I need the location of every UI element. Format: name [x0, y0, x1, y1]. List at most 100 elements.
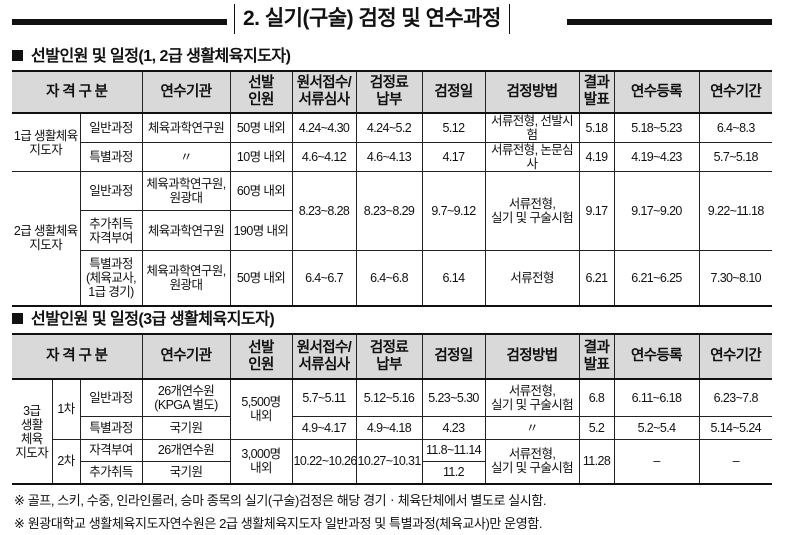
table-row: 1급 생활체육 지도자 일반과정 체육과학연구원 50명 내외 4.24~4.30 4.2…: [12, 112, 772, 172]
table-cell: 체육과학연구원: [141, 210, 231, 251]
table-cell: 50명 내외: [229, 250, 293, 306]
table-cell: 4.6~4.12: [291, 142, 357, 172]
table-row: 2차 자격부여 26개연수원 3,000명 내외 10.22~10.26 10.27~10…: [12, 438, 772, 485]
square-bullet-icon: [12, 50, 23, 61]
title-rule-right: [567, 19, 772, 25]
table-cell: 국기원: [141, 415, 231, 440]
table-cell: 60명 내외: [229, 171, 293, 211]
header-cell: 자 격 구 분: [12, 333, 143, 380]
table-cell: 6.21~6.25: [613, 250, 700, 306]
table-row: 추가취득 국기원 11.2: [12, 460, 772, 485]
table-cell: 6.23~7.8: [698, 378, 772, 417]
table-row: 2급 생활체육 지도자 일반과정 체육과학연구원, 원광대 60명 내외 8.23~8.…: [12, 171, 772, 306]
header-cell: 선발 인원: [229, 333, 293, 380]
table-cell: 5.18~5.23: [613, 112, 700, 143]
table-row: 3급 생활 체육 지도자 1차 일반과정 26개연수원 (KPGA 별도) 5,500명…: [12, 378, 772, 485]
table-cell: 일반과정: [79, 171, 143, 211]
table-cell: 6.11~6.18: [613, 378, 700, 417]
note-1: ※ 골프, 스키, 수중, 인라인롤러, 승마 종목의 실기(구술)검정은 해당…: [14, 493, 547, 508]
header-cell: 연수기간: [698, 70, 772, 114]
table-cell: 5.2: [578, 415, 615, 440]
title-rule-left: [12, 19, 227, 25]
table-cell: 6.4~8.3: [698, 112, 772, 143]
table-cell: 5.14~5.24: [698, 415, 772, 440]
table-cell: 서류전형, 논문심사: [484, 142, 580, 172]
table-cell: 서류전형, 실기 및 구술시험: [484, 171, 580, 251]
page-title-banner: 2. 실기(구술) 검정 및 연수과정: [12, 4, 772, 38]
table-cell: 4.24~5.2: [355, 112, 423, 143]
table-cell: 4.19~4.23: [613, 142, 700, 172]
header-cell: 원서접수/ 서류심사: [291, 333, 357, 380]
page-title: 2. 실기(구술) 검정 및 연수과정: [234, 4, 510, 34]
header-cell: 결과 발표: [578, 333, 615, 380]
table-cell: –: [698, 438, 772, 485]
table-row: 특별과정 〃 10명 내외 4.6~4.12 4.6~4.13 4.17 서류전형, 논문심…: [12, 142, 772, 172]
table-cell: 4.9~4.17: [291, 415, 357, 440]
table-cell: 서류전형, 실기 및 구술시험: [484, 438, 580, 485]
table-cell: 4.19: [578, 142, 615, 172]
table-cell: 6.8: [578, 378, 615, 417]
table-cell: 자격부여: [79, 438, 143, 462]
header-cell: 검정료 납부: [355, 333, 423, 380]
table-cell: 190명 내외: [229, 210, 292, 251]
table-cell: 추가취득: [80, 460, 143, 485]
table-cell: 9.17~9.20: [613, 171, 700, 251]
table-cell: 5.18: [578, 112, 615, 143]
table-cell: 〃: [141, 142, 231, 172]
table-cell: 5.12~5.16: [355, 378, 423, 417]
table-cell: 11.2: [421, 460, 485, 485]
table-cell: 5.7~5.11: [291, 378, 357, 417]
table-cell: 6.14: [421, 250, 486, 306]
square-bullet-icon: [12, 313, 23, 324]
table-cell: 2차: [52, 438, 81, 485]
table-cell: 4.24~4.30: [291, 112, 357, 143]
table-cell: 4.17: [421, 142, 486, 172]
schedule-table-grade-1-2: 자 격 구 분 연수기관 선발 인원 원서접수/ 서류심사 검정료 납부 검정일 검정방법 결…: [12, 70, 772, 307]
table-cell: 11.28: [578, 438, 615, 485]
section1-heading-text: 선발인원 및 일정(1, 2급 생활체육지도자): [31, 48, 291, 65]
header-cell: 연수기관: [141, 70, 231, 114]
table-header-row: 자 격 구 분 연수기관 선발 인원 원서접수/ 서류심사 검정료 납부 검정일 검정방법 결…: [12, 333, 772, 380]
table-cell: 〃: [484, 415, 580, 440]
table-cell: 2급 생활체육 지도자: [12, 171, 81, 306]
table-cell: 3급 생활 체육 지도자: [12, 378, 53, 485]
table-cell: 서류전형, 실기 및 구술시험: [484, 378, 580, 417]
header-cell: 연수등록: [613, 333, 700, 380]
table-cell: 5.2~5.4: [613, 415, 700, 440]
table-row: 특별과정 국기원 4.9~4.17 4.9~4.18 4.23 〃 5.2 5.2~5.4 5.…: [12, 415, 772, 440]
section2-heading-text: 선발인원 및 일정(3급 생활체육지도자): [31, 311, 275, 328]
header-cell: 검정일: [421, 333, 486, 380]
header-cell: 결과 발표: [578, 70, 615, 114]
table-cell: 5.7~5.18: [698, 142, 772, 172]
section2-heading: 선발인원 및 일정(3급 생활체육지도자): [12, 305, 275, 329]
table-cell: 4.23: [421, 415, 486, 440]
table-cell: 체육과학연구원, 원광대: [141, 250, 231, 306]
table-cell: 추가취득 자격부여: [80, 210, 143, 251]
table-cell: 4.6~4.13: [355, 142, 423, 172]
table-row: 특별과정 (체육교사, 1급 경기) 체육과학연구원, 원광대 50명 내외 6.4~…: [12, 250, 772, 306]
header-cell: 원서접수/ 서류심사: [291, 70, 357, 114]
header-cell: 검정료 납부: [355, 70, 423, 114]
table-cell: 1차: [51, 378, 81, 440]
header-cell: 연수기관: [141, 333, 231, 380]
table-cell: 특별과정 (체육교사, 1급 경기): [80, 250, 143, 306]
table-cell: 26개연수원 (KPGA 별도): [141, 378, 231, 417]
table-cell: 11.8~11.14: [421, 438, 486, 462]
table-cell: 1급 생활체육 지도자: [12, 112, 81, 172]
table-cell: 8.23~8.29: [355, 171, 423, 251]
table-cell: 6.21: [578, 250, 615, 306]
table-cell: 7.30~8.10: [698, 250, 772, 306]
table-cell: 6.4~6.7: [291, 250, 357, 306]
table-cell: 5.23~5.30: [421, 378, 486, 417]
header-cell: 연수기간: [698, 333, 772, 380]
table-cell: 9.17: [578, 171, 615, 251]
table-cell: 9.22~11.18: [698, 171, 772, 251]
table-cell: 체육과학연구원, 원광대: [141, 171, 231, 211]
table-cell: 10명 내외: [229, 142, 293, 172]
header-cell: 검정방법: [484, 70, 580, 114]
header-cell: 연수등록: [613, 70, 700, 114]
table-cell: 5.12: [421, 112, 486, 143]
table-cell: 50명 내외: [229, 112, 293, 143]
table-cell: –: [613, 438, 700, 485]
table-cell: 특별과정: [80, 415, 143, 440]
